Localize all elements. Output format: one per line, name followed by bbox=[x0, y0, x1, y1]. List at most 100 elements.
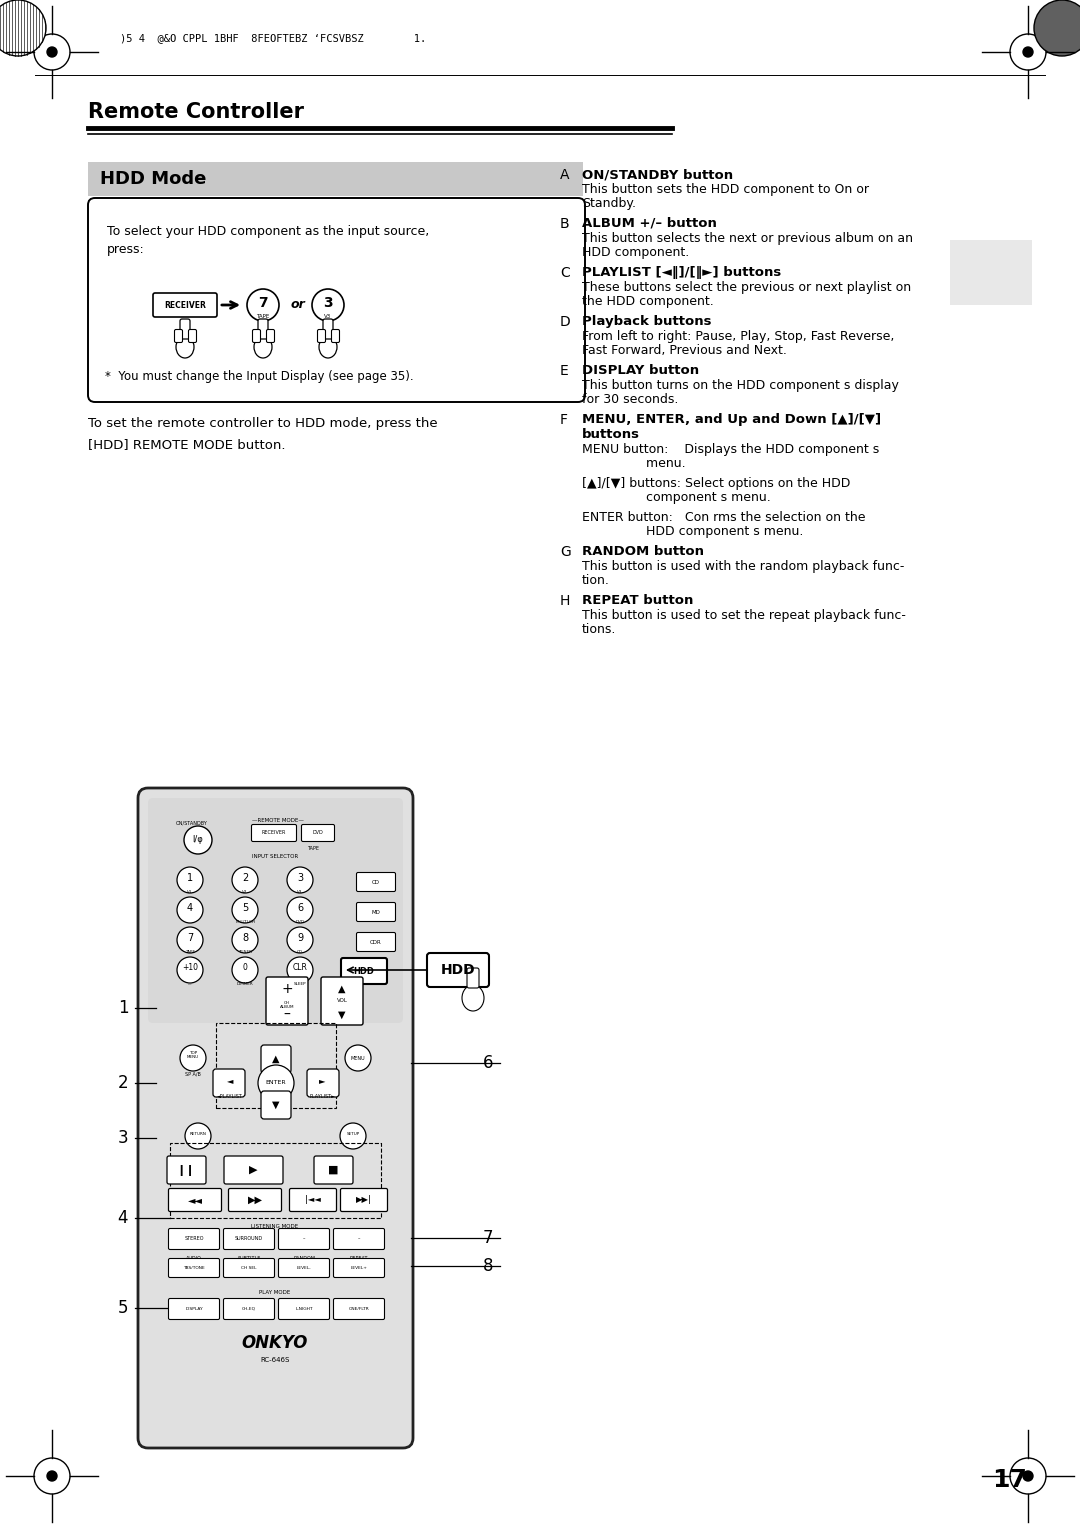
Text: component s menu.: component s menu. bbox=[582, 490, 771, 504]
Text: DIMMER: DIMMER bbox=[237, 983, 254, 986]
Text: Standby.: Standby. bbox=[582, 197, 636, 209]
Text: G: G bbox=[561, 545, 570, 559]
Text: –: – bbox=[357, 1236, 361, 1241]
FancyBboxPatch shape bbox=[332, 330, 339, 342]
Text: LEVEL-: LEVEL- bbox=[297, 1267, 311, 1270]
FancyBboxPatch shape bbox=[340, 1189, 388, 1212]
Text: TAPE: TAPE bbox=[256, 313, 270, 318]
Text: +: + bbox=[281, 983, 293, 996]
Text: *  You must change the Input Display (see page 35).: * You must change the Input Display (see… bbox=[105, 370, 414, 384]
FancyBboxPatch shape bbox=[356, 872, 395, 891]
Circle shape bbox=[247, 289, 279, 321]
Text: TOP
MENU: TOP MENU bbox=[187, 1051, 199, 1059]
FancyBboxPatch shape bbox=[180, 319, 190, 339]
Text: AUDIO: AUDIO bbox=[186, 1256, 202, 1261]
Text: PLAYLIST►: PLAYLIST► bbox=[309, 1094, 335, 1100]
FancyBboxPatch shape bbox=[279, 1229, 329, 1250]
Text: 0: 0 bbox=[243, 964, 247, 972]
Text: ◄: ◄ bbox=[227, 1077, 233, 1085]
FancyBboxPatch shape bbox=[334, 1259, 384, 1277]
Text: –: – bbox=[284, 1008, 291, 1022]
Text: V3: V3 bbox=[324, 313, 332, 318]
FancyBboxPatch shape bbox=[168, 1299, 219, 1320]
Circle shape bbox=[232, 866, 258, 892]
Text: ❙❙: ❙❙ bbox=[177, 1164, 195, 1175]
Text: ON/STANDBY button: ON/STANDBY button bbox=[582, 168, 733, 180]
Text: To select your HDD component as the input source,: To select your HDD component as the inpu… bbox=[107, 225, 429, 238]
Text: RECEIVER: RECEIVER bbox=[164, 301, 206, 310]
Text: buttons: buttons bbox=[582, 428, 640, 442]
FancyBboxPatch shape bbox=[266, 976, 308, 1025]
Text: CLR: CLR bbox=[293, 964, 308, 972]
Text: PLAY MODE: PLAY MODE bbox=[259, 1291, 291, 1296]
Text: This button turns on the HDD component s display: This button turns on the HDD component s… bbox=[582, 379, 899, 393]
Text: 2: 2 bbox=[242, 872, 248, 883]
Text: CD: CD bbox=[297, 950, 303, 953]
FancyBboxPatch shape bbox=[261, 1045, 291, 1073]
Circle shape bbox=[258, 1065, 294, 1102]
FancyBboxPatch shape bbox=[279, 1259, 329, 1277]
FancyBboxPatch shape bbox=[467, 969, 480, 989]
Text: Fast Forward, Previous and Next.: Fast Forward, Previous and Next. bbox=[582, 344, 787, 358]
Text: +10: +10 bbox=[183, 964, 198, 972]
Text: 6: 6 bbox=[483, 1054, 494, 1073]
Text: ENTER: ENTER bbox=[266, 1080, 286, 1085]
Text: F: F bbox=[561, 413, 568, 426]
Text: REPEAT button: REPEAT button bbox=[582, 594, 693, 607]
Text: MD: MD bbox=[372, 909, 380, 914]
Text: PLAYLIST [◄‖]/[‖►] buttons: PLAYLIST [◄‖]/[‖►] buttons bbox=[582, 266, 781, 280]
Circle shape bbox=[287, 957, 313, 983]
Text: ■: ■ bbox=[327, 1164, 338, 1175]
Text: CDR: CDR bbox=[370, 940, 382, 944]
Text: TAPE: TAPE bbox=[307, 845, 319, 851]
Text: ▼: ▼ bbox=[338, 1010, 346, 1021]
Text: ◄PLAYLIST: ◄PLAYLIST bbox=[217, 1094, 243, 1100]
Text: This button selects the next or previous album on an: This button selects the next or previous… bbox=[582, 232, 913, 244]
Text: 7: 7 bbox=[187, 934, 193, 943]
FancyBboxPatch shape bbox=[87, 199, 585, 402]
Circle shape bbox=[48, 47, 57, 57]
Text: 7: 7 bbox=[258, 296, 268, 310]
Text: ▲: ▲ bbox=[338, 984, 346, 995]
FancyBboxPatch shape bbox=[334, 1299, 384, 1320]
Text: 2: 2 bbox=[118, 1074, 129, 1093]
Circle shape bbox=[0, 0, 46, 57]
Circle shape bbox=[48, 1471, 57, 1481]
Text: 5: 5 bbox=[242, 903, 248, 914]
Text: |◄◄: |◄◄ bbox=[305, 1195, 321, 1204]
Text: ALBUM +/– button: ALBUM +/– button bbox=[582, 217, 717, 231]
FancyBboxPatch shape bbox=[267, 330, 274, 342]
Text: ON/STANDBY: ON/STANDBY bbox=[176, 821, 207, 825]
Text: l/φ: l/φ bbox=[192, 836, 203, 845]
Text: To set the remote controller to HDD mode, press the: To set the remote controller to HDD mode… bbox=[87, 417, 437, 429]
Text: LISTENING MODE: LISTENING MODE bbox=[252, 1224, 298, 1229]
Text: ▶▶|: ▶▶| bbox=[356, 1195, 372, 1204]
FancyBboxPatch shape bbox=[261, 1091, 291, 1118]
Text: Remote Controller: Remote Controller bbox=[87, 102, 303, 122]
Text: [HDD] REMOTE MODE button.: [HDD] REMOTE MODE button. bbox=[87, 439, 285, 451]
Circle shape bbox=[177, 957, 203, 983]
Text: TBS/TONE: TBS/TONE bbox=[184, 1267, 205, 1270]
FancyBboxPatch shape bbox=[168, 1189, 221, 1212]
FancyBboxPatch shape bbox=[279, 1299, 329, 1320]
Text: HDD: HDD bbox=[353, 967, 375, 975]
Circle shape bbox=[184, 827, 212, 854]
Ellipse shape bbox=[176, 336, 194, 358]
Text: C: C bbox=[561, 266, 570, 280]
Text: REPEAT: REPEAT bbox=[350, 1256, 368, 1261]
Text: HDD: HDD bbox=[441, 963, 475, 976]
Text: This button sets the HDD component to On or: This button sets the HDD component to On… bbox=[582, 183, 869, 196]
Text: HDD Mode: HDD Mode bbox=[100, 170, 206, 188]
Text: MENU: MENU bbox=[351, 1056, 365, 1060]
FancyBboxPatch shape bbox=[224, 1259, 274, 1277]
Text: ▶: ▶ bbox=[248, 1164, 257, 1175]
Text: This button is used with the random playback func-: This button is used with the random play… bbox=[582, 559, 904, 573]
Text: L.NIGHT: L.NIGHT bbox=[295, 1306, 313, 1311]
Text: H: H bbox=[561, 594, 570, 608]
Text: V3: V3 bbox=[297, 889, 302, 894]
Text: menu.: menu. bbox=[582, 457, 686, 471]
Text: ---: --- bbox=[188, 983, 192, 986]
Text: SUBTITLE: SUBTITLE bbox=[238, 1256, 260, 1261]
Text: RECEIVER: RECEIVER bbox=[261, 831, 286, 836]
FancyBboxPatch shape bbox=[252, 825, 297, 842]
